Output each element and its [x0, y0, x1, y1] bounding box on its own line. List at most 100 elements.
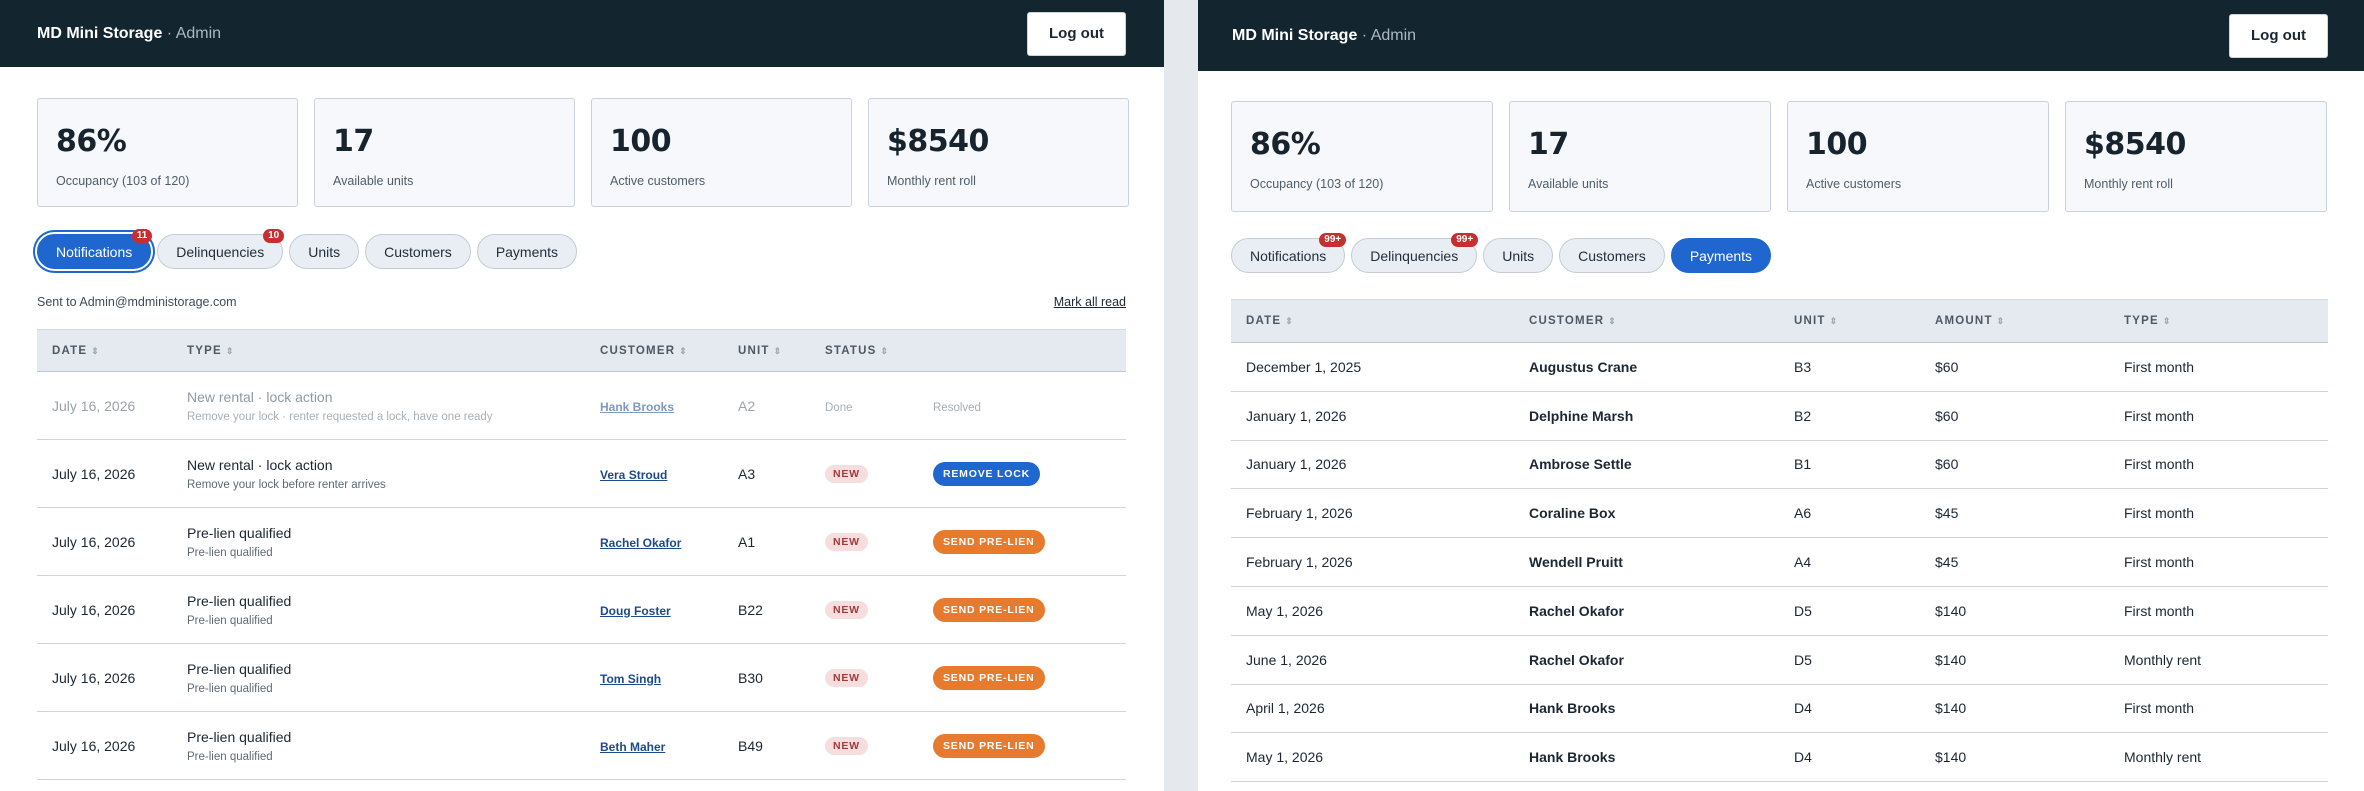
- amount-cell: $60: [1920, 391, 2109, 441]
- customer-cell: Hank Brooks: [1514, 732, 1779, 783]
- sort-icon: ⇕: [91, 345, 99, 356]
- notification-detail: Pre-lien qualified: [187, 682, 273, 695]
- date-cell: February 1, 2026: [1231, 537, 1514, 587]
- payment-type-cell: Monthly rent: [2109, 635, 2328, 685]
- brand-subtitle: · Admin: [166, 24, 222, 42]
- tab-units[interactable]: Units: [289, 234, 360, 269]
- tab-delinquencies[interactable]: Delinquencies 99+: [1351, 233, 1479, 273]
- customer-link[interactable]: Beth Maher: [600, 739, 666, 754]
- stat-value: 86%: [56, 124, 127, 159]
- action-cell: Resolved: [918, 371, 1126, 440]
- tab-notifications[interactable]: Notifications 11: [37, 229, 153, 269]
- tab-notifications[interactable]: Notifications 99+: [1231, 233, 1347, 273]
- stat-label: Occupancy (103 of 120): [1250, 177, 1384, 191]
- stat-card-rent-roll: $8540 Monthly rent roll: [2065, 101, 2327, 212]
- resolved-label: Resolved: [933, 401, 981, 414]
- table-row: December 1, 2025 Augustus Crane B3 $60 F…: [1231, 342, 2328, 392]
- column-header-unit[interactable]: UNIT ⇕: [723, 329, 810, 372]
- stat-card-active-customers: 100 Active customers: [1787, 101, 2049, 212]
- notification-type: Pre-lien qualified: [187, 728, 292, 745]
- amount-cell: $45: [1920, 537, 2109, 587]
- stat-card-occupancy: 86% Occupancy (103 of 120): [1231, 101, 1493, 212]
- column-header-type[interactable]: TYPE ⇕: [2109, 299, 2328, 343]
- send-pre-lien-button[interactable]: SEND PRE-LIEN: [933, 665, 1045, 690]
- notification-detail: Pre-lien qualified: [187, 750, 273, 763]
- notification-count-badge: 11: [131, 229, 153, 243]
- logout-button[interactable]: Log out: [2229, 13, 2328, 58]
- notification-type: Pre-lien qualified: [187, 592, 292, 609]
- payment-type-cell: First month: [2109, 342, 2328, 392]
- unit-cell: B22: [723, 575, 810, 644]
- amount-cell: $60: [1920, 440, 2109, 490]
- customer-cell: Doug Foster: [585, 575, 723, 644]
- tab-units[interactable]: Units: [1483, 238, 1554, 273]
- tab-label: Delinquencies: [176, 243, 265, 260]
- unit-cell: D5: [1779, 586, 1920, 636]
- send-pre-lien-button[interactable]: SEND PRE-LIEN: [933, 529, 1045, 554]
- table-row: February 1, 2026 Wendell Pruitt A4 $45 F…: [1231, 537, 2328, 587]
- sort-icon: ⇕: [225, 345, 234, 356]
- send-pre-lien-button[interactable]: SEND PRE-LIEN: [933, 597, 1045, 622]
- date-cell: July 16, 2026: [37, 439, 172, 508]
- customer-cell: Augustus Crane: [1514, 342, 1779, 392]
- unit-cell: B1: [1779, 440, 1920, 490]
- notification-type: Pre-lien qualified: [187, 524, 292, 541]
- unit-cell: D4: [1779, 684, 1920, 734]
- column-header-amount[interactable]: AMOUNT ⇕: [1920, 299, 2109, 343]
- customer-cell: Wendell Pruitt: [1514, 537, 1779, 587]
- tab-payments[interactable]: Payments: [1670, 238, 1772, 273]
- column-header-label: CUSTOMER: [1529, 315, 1605, 327]
- amount-cell: $60: [1920, 342, 2109, 392]
- column-header-status[interactable]: STATUS ⇕: [810, 329, 918, 372]
- table-row: January 1, 2026 Ambrose Settle B1 $60 Fi…: [1231, 440, 2328, 490]
- date-cell: December 1, 2025: [1231, 342, 1514, 392]
- column-header-customer[interactable]: CUSTOMER ⇕: [1514, 299, 1779, 343]
- date-cell: May 1, 2026: [1231, 732, 1514, 783]
- column-header-unit[interactable]: UNIT ⇕: [1779, 299, 1920, 343]
- send-pre-lien-button[interactable]: SEND PRE-LIEN: [933, 733, 1045, 758]
- date-cell: April 1, 2026: [1231, 684, 1514, 734]
- date-cell: January 1, 2026: [1231, 440, 1514, 490]
- customer-link[interactable]: Rachel Okafor: [600, 535, 682, 550]
- status-badge: NEW: [825, 465, 868, 483]
- notification-detail: Remove your lock · renter requested a lo…: [187, 410, 493, 423]
- top-bar: MD Mini Storage · Admin Log out: [1198, 0, 2364, 71]
- admin-panel-payments: MD Mini Storage · Admin Log out 86% Occu…: [1198, 0, 2364, 791]
- top-bar: MD Mini Storage · Admin Log out: [0, 0, 1164, 67]
- notification-count-badge: 99+: [1319, 233, 1347, 247]
- status-badge: NEW: [825, 669, 868, 687]
- date-cell: January 1, 2026: [1231, 391, 1514, 441]
- mark-all-read-link[interactable]: Mark all read: [1053, 295, 1126, 309]
- column-header-date[interactable]: DATE ⇕: [37, 329, 172, 372]
- action-cell: SEND PRE-LIEN: [918, 643, 1126, 712]
- tab-customers[interactable]: Customers: [365, 234, 471, 269]
- customer-link[interactable]: Doug Foster: [600, 603, 671, 618]
- customer-cell: Rachel Okafor: [1514, 635, 1779, 685]
- customer-link[interactable]: Vera Stroud: [600, 467, 668, 482]
- status-cell: Done: [810, 371, 918, 440]
- customer-link[interactable]: Tom Singh: [600, 671, 662, 686]
- amount-cell: $140: [1920, 635, 2109, 685]
- column-header-date[interactable]: DATE ⇕: [1231, 299, 1514, 343]
- unit-cell: D4: [1779, 732, 1920, 783]
- table-row: June 1, 2026 Rachel Okafor D5 $140 Month…: [1231, 635, 2328, 685]
- tab-customers[interactable]: Customers: [1559, 238, 1665, 273]
- payment-type-cell: First month: [2109, 586, 2328, 636]
- notification-type: Pre-lien qualified: [187, 660, 292, 677]
- table-row: July 16, 2026 New rental · lock action Re…: [37, 371, 1126, 440]
- table-row: May 1, 2026 Hank Brooks D4 $140 Monthly …: [1231, 732, 2328, 783]
- action-cell: SEND PRE-LIEN: [918, 711, 1126, 780]
- column-header-label: DATE: [52, 344, 88, 357]
- stat-value: 17: [333, 124, 374, 159]
- tab-delinquencies[interactable]: Delinquencies 10: [157, 229, 285, 269]
- payment-type-cell: First month: [2109, 488, 2328, 539]
- tab-label: Delinquencies: [1370, 247, 1459, 264]
- tab-payments[interactable]: Payments: [476, 234, 578, 269]
- column-header-customer[interactable]: CUSTOMER ⇕: [585, 329, 723, 372]
- remove-lock-button[interactable]: REMOVE LOCK: [933, 461, 1040, 486]
- column-header-type[interactable]: TYPE ⇕: [172, 329, 585, 372]
- customer-link[interactable]: Hank Brooks: [600, 399, 675, 414]
- logout-button[interactable]: Log out: [1027, 11, 1126, 56]
- table-row: July 16, 2026 Pre-lien qualified Pre-lien…: [37, 575, 1126, 644]
- status-cell: NEW: [810, 711, 918, 780]
